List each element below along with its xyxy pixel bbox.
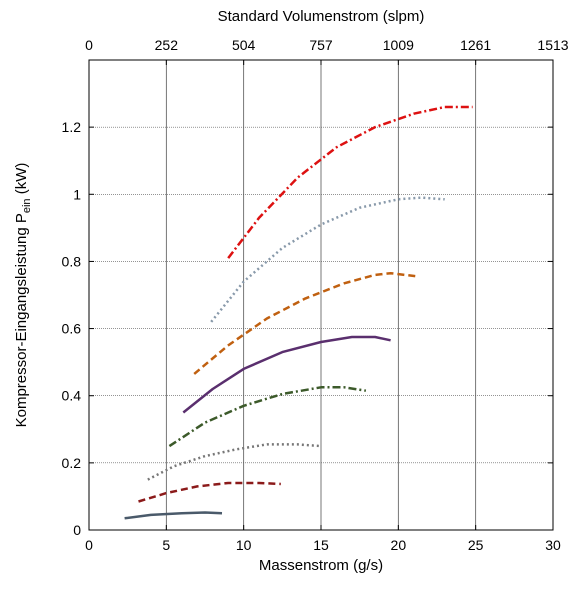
series-group (124, 105, 473, 520)
x-axis-title: Massenstrom (g/s) (259, 557, 383, 574)
ticks: 0 5 10 15 20 25 30 0 252 504 757 1009 1261 1513 0 0.2 0.… (62, 37, 569, 553)
series-3-line (147, 443, 322, 481)
x-tick-label: 30 (545, 537, 561, 553)
y-tick-label: 0.6 (62, 321, 82, 337)
x2-tick-label: 757 (309, 37, 333, 53)
y-tick-label: 1 (73, 186, 81, 202)
x2-tick-label: 504 (232, 37, 256, 53)
y-tick-label: 0.2 (62, 455, 82, 471)
y-tick-label: 0.4 (62, 388, 82, 404)
x2-tick-label: 252 (155, 37, 179, 53)
x-tick-label: 0 (85, 537, 93, 553)
y-tick-label: 1.2 (62, 119, 82, 135)
series-1-line (124, 511, 223, 520)
series-2-line (138, 481, 281, 503)
x-tick-label: 20 (391, 537, 407, 553)
y-axis-title-subscript: ein (21, 198, 33, 213)
x2-axis-title: Standard Volumenstrom (slpm) (218, 8, 425, 25)
series-6-line (193, 271, 419, 375)
x-tick-label: 10 (236, 537, 252, 553)
y-axis-title: Kompressor-Eingangsleistung Pein (kW) (13, 163, 33, 428)
x-tick-label: 15 (313, 537, 329, 553)
series-5-line (182, 335, 391, 414)
y-tick-label: 0 (73, 522, 81, 538)
grid (89, 60, 553, 530)
series-4-line (168, 386, 367, 448)
y-tick-label: 0.8 (62, 253, 82, 269)
x2-tick-label: 1009 (383, 37, 414, 53)
x-tick-label: 25 (468, 537, 484, 553)
series-7-line (210, 196, 445, 323)
x2-tick-label: 1513 (537, 37, 568, 53)
x2-tick-label: 0 (85, 37, 93, 53)
y-axis-title-unit: (kW) (13, 163, 30, 199)
x-tick-label: 5 (162, 537, 170, 553)
y-axis-title-main: Kompressor-Eingangsleistung P (13, 213, 30, 427)
x2-tick-label: 1261 (460, 37, 491, 53)
series-8-line (227, 105, 473, 259)
